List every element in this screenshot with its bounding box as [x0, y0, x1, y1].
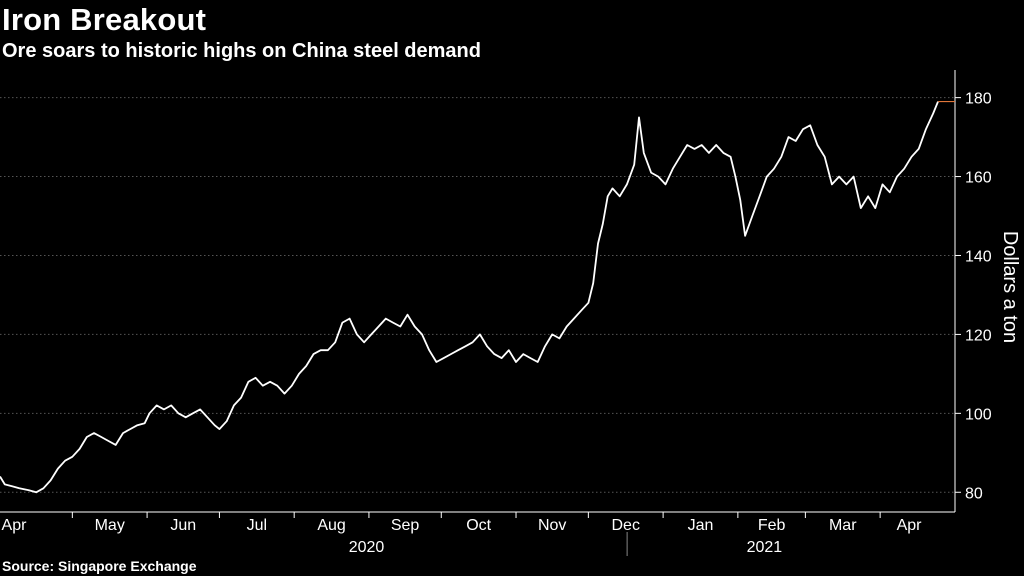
- x-tick-label: Sep: [391, 517, 420, 534]
- y-tick-label: 140: [965, 248, 992, 265]
- source-note: Source: Singapore Exchange: [2, 558, 197, 574]
- x-tick-label: Feb: [758, 517, 786, 534]
- year-label: 2020: [349, 539, 385, 556]
- price-line: [0, 101, 939, 494]
- x-tick-label: Nov: [538, 517, 566, 534]
- y-tick-label: 100: [965, 406, 992, 423]
- y-axis-label: Dollars a ton: [999, 231, 1021, 343]
- year-label: 2021: [747, 539, 783, 556]
- y-tick-label: 160: [965, 170, 992, 187]
- y-tick-labels: 80 100 120 140 160 180: [965, 91, 992, 503]
- y-tick-label: 120: [965, 327, 992, 344]
- x-tick-label: Dec: [612, 517, 640, 534]
- x-tick-labels: Apr May Jun Jul Aug Sep Oct Nov Dec Jan Feb Mar Apr 2…: [2, 517, 923, 556]
- x-tick-label: Jul: [247, 517, 267, 534]
- series-group: [0, 100, 955, 494]
- x-tick-label: Jan: [688, 517, 714, 534]
- y-tick-label: 80: [965, 485, 983, 502]
- x-tick-label: Aug: [317, 517, 345, 534]
- y-tick-label: 180: [965, 91, 992, 108]
- x-tick-label: Oct: [466, 517, 491, 534]
- x-tick-label: May: [95, 517, 125, 534]
- chart-subtitle: Ore soars to historic highs on China ste…: [2, 40, 481, 62]
- x-tick-label: Jun: [170, 517, 196, 534]
- x-tick-label: Mar: [829, 517, 857, 534]
- axes: [0, 70, 961, 556]
- gridlines: [0, 97, 955, 493]
- x-tick-label: Apr: [897, 517, 923, 534]
- chart-title: Iron Breakout: [2, 2, 207, 37]
- x-tick-label: Apr: [2, 517, 28, 534]
